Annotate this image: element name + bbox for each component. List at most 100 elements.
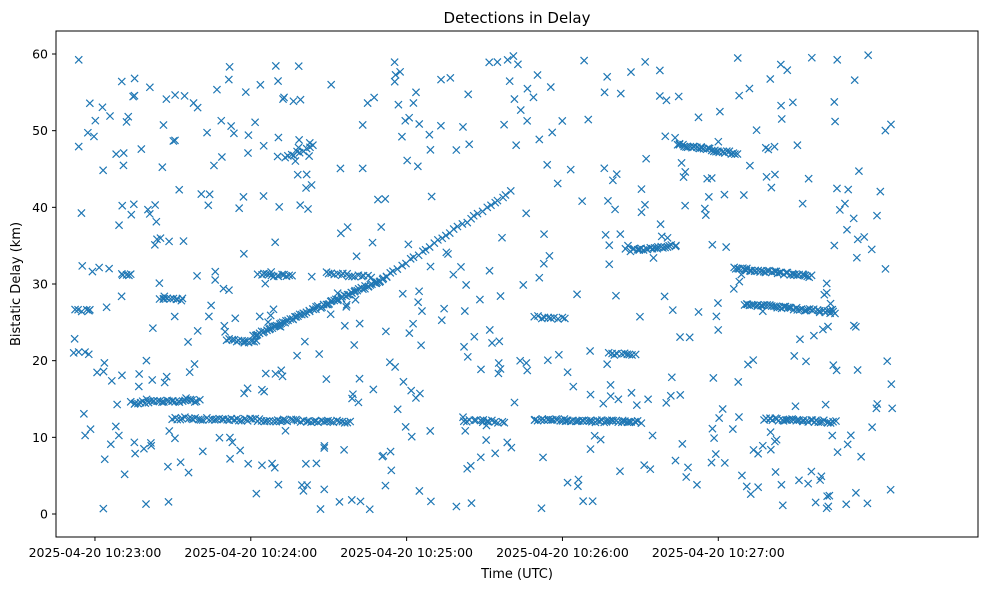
data-point xyxy=(831,117,840,126)
data-point xyxy=(274,133,283,142)
data-point xyxy=(490,417,500,426)
data-point xyxy=(494,359,503,368)
data-point xyxy=(752,126,761,135)
data-point xyxy=(401,116,410,125)
data-point xyxy=(853,235,862,244)
data-point xyxy=(501,190,510,199)
data-point xyxy=(722,147,731,156)
data-point xyxy=(210,415,219,424)
data-point xyxy=(198,415,207,425)
data-point xyxy=(733,53,742,63)
data-point xyxy=(336,229,345,238)
data-point xyxy=(571,417,580,426)
data-point xyxy=(224,286,233,295)
data-point xyxy=(887,380,896,389)
data-point xyxy=(393,265,402,274)
data-point xyxy=(523,366,532,375)
data-point xyxy=(105,112,115,121)
data-point xyxy=(186,395,195,404)
data-point xyxy=(713,299,722,308)
x-tick-label: 2025-04-20 10:27:00 xyxy=(652,545,785,560)
data-point xyxy=(98,103,107,112)
data-point xyxy=(81,431,90,440)
data-point xyxy=(244,459,253,468)
data-point xyxy=(297,481,306,490)
data-point xyxy=(287,150,296,159)
data-point xyxy=(873,399,882,409)
data-point xyxy=(476,365,486,374)
data-point xyxy=(207,301,216,310)
data-point xyxy=(579,416,588,425)
data-point xyxy=(473,209,482,218)
data-point xyxy=(500,418,509,427)
data-point xyxy=(100,455,109,464)
data-point xyxy=(355,319,364,328)
data-point xyxy=(612,170,621,179)
data-point xyxy=(506,186,515,195)
data-point xyxy=(426,497,435,506)
data-point xyxy=(460,342,469,351)
data-point xyxy=(393,405,402,414)
data-point xyxy=(134,382,143,391)
data-point xyxy=(496,292,505,301)
data-point xyxy=(157,398,167,407)
data-point xyxy=(281,426,290,435)
data-point xyxy=(599,399,608,408)
data-point xyxy=(391,70,400,79)
data-point xyxy=(250,337,259,346)
data-point xyxy=(620,349,629,358)
data-point xyxy=(88,267,97,276)
data-point xyxy=(728,425,737,434)
data-point xyxy=(234,416,243,425)
data-point xyxy=(822,504,831,513)
data-point xyxy=(846,431,855,440)
data-point xyxy=(127,210,136,219)
data-point xyxy=(386,447,395,456)
data-point xyxy=(692,480,701,489)
data-point xyxy=(185,368,194,377)
data-point xyxy=(573,482,582,491)
data-point xyxy=(312,302,321,311)
data-point xyxy=(176,458,185,467)
data-point xyxy=(342,300,351,309)
data-point xyxy=(293,351,302,360)
data-point xyxy=(775,268,784,277)
data-point xyxy=(685,333,694,342)
data-point xyxy=(711,147,721,156)
data-point xyxy=(414,298,423,307)
data-point xyxy=(563,478,572,487)
data-point xyxy=(149,396,158,405)
data-point xyxy=(251,118,260,127)
data-point xyxy=(840,199,849,208)
data-point xyxy=(830,97,839,106)
data-point xyxy=(173,415,182,424)
data-point xyxy=(184,468,193,477)
data-point xyxy=(358,120,367,129)
data-point xyxy=(458,219,467,228)
data-point xyxy=(569,382,578,391)
data-point xyxy=(522,358,531,368)
data-point xyxy=(336,164,345,173)
data-point xyxy=(316,505,325,514)
data-point xyxy=(381,194,390,203)
data-point xyxy=(482,421,491,430)
data-point xyxy=(452,502,461,511)
data-point xyxy=(352,252,361,261)
data-point xyxy=(828,431,837,440)
data-point xyxy=(648,431,657,440)
y-axis-label: Bistatic Delay (km) xyxy=(9,222,24,346)
data-point xyxy=(469,211,478,220)
data-point xyxy=(137,145,146,154)
y-tick-label: 50 xyxy=(32,123,48,138)
data-point xyxy=(391,362,400,371)
data-point xyxy=(479,415,488,424)
data-point xyxy=(483,203,492,212)
data-point xyxy=(124,112,133,121)
data-point xyxy=(293,170,302,179)
data-point xyxy=(269,417,278,426)
data-point xyxy=(493,196,502,205)
data-point xyxy=(770,170,779,179)
data-point xyxy=(590,431,599,440)
data-point xyxy=(764,145,773,154)
data-point xyxy=(299,486,308,495)
